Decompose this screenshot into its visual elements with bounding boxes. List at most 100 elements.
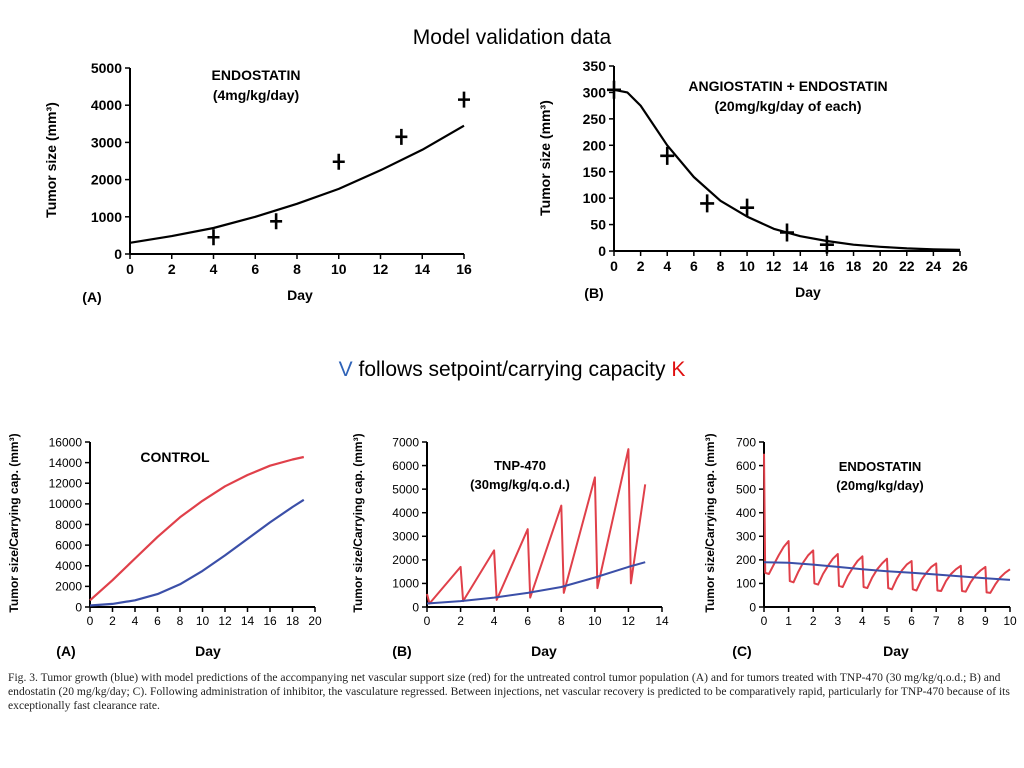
chart-annotation: (30mg/kg/q.o.d.) <box>470 477 570 492</box>
x-tick-label: 10 <box>331 261 347 277</box>
x-tick-label: 14 <box>241 614 255 628</box>
data-point-marker <box>607 80 621 99</box>
x-tick-label: 8 <box>177 614 184 628</box>
data-point-marker <box>395 128 408 145</box>
x-tick-label: 2 <box>810 614 817 628</box>
x-tick-label: 16 <box>263 614 277 628</box>
x-tick-label: 14 <box>793 258 809 274</box>
series-line-1 <box>89 455 305 602</box>
x-tick-label: 12 <box>373 261 389 277</box>
x-tick-label: 6 <box>908 614 915 628</box>
series-line-1 <box>613 88 961 251</box>
y-tick-label: 0 <box>114 246 122 262</box>
x-tick-label: 4 <box>663 258 671 274</box>
x-tick-label: 18 <box>846 258 862 274</box>
chart-annotation: TNP-470 <box>494 458 546 473</box>
y-tick-label: 0 <box>412 600 419 614</box>
x-tick-label: 24 <box>926 258 942 274</box>
y-tick-label: 200 <box>583 137 607 153</box>
v-letter: V <box>338 358 353 381</box>
y-tick-label: 5000 <box>91 60 122 76</box>
x-tick-label: 1 <box>785 614 792 628</box>
x-tick-label: 0 <box>610 258 618 274</box>
x-tick-label: 2 <box>457 614 464 628</box>
y-tick-label: 250 <box>583 111 607 127</box>
x-tick-label: 8 <box>558 614 565 628</box>
data-point-marker <box>740 198 755 217</box>
data-point-marker <box>458 91 470 108</box>
chart-annotation: ANGIOSTATIN + ENDOSTATIN <box>688 78 887 94</box>
y-tick-label: 200 <box>736 553 756 567</box>
x-tick-label: 8 <box>957 614 964 628</box>
x-tick-label: 6 <box>154 614 161 628</box>
y-tick-label: 0 <box>598 243 606 259</box>
x-tick-label: 0 <box>87 614 94 628</box>
series-line-1 <box>763 453 1011 594</box>
figure-caption: Fig. 3. Tumor growth (blue) with model p… <box>8 671 1010 712</box>
x-tick-label: 2 <box>168 261 176 277</box>
y-tick-label: 0 <box>749 600 756 614</box>
panel-label: (A) <box>56 643 75 659</box>
y-tick-label: 300 <box>736 530 756 544</box>
y-tick-label: 10000 <box>49 497 83 511</box>
y-tick-label: 4000 <box>392 506 419 520</box>
x-tick-label: 20 <box>872 258 888 274</box>
k-letter: K <box>671 358 686 381</box>
slide-subtitle: V follows setpoint/carrying capacity K <box>0 358 1024 382</box>
x-axis-label: Day <box>883 643 909 659</box>
x-tick-label: 4 <box>210 261 218 277</box>
y-tick-label: 14000 <box>49 456 83 470</box>
y-axis-label: Tumor size (mm³) <box>43 102 59 218</box>
y-tick-label: 6000 <box>55 538 82 552</box>
data-point-marker <box>700 194 715 213</box>
y-tick-label: 0 <box>75 600 82 614</box>
y-tick-label: 1000 <box>392 577 419 591</box>
x-tick-label: 4 <box>859 614 866 628</box>
y-tick-label: 400 <box>736 506 756 520</box>
x-axis-label: Day <box>531 643 557 659</box>
x-tick-label: 16 <box>456 261 472 277</box>
panel-label: (C) <box>732 643 751 659</box>
panel-label: (B) <box>584 285 603 301</box>
x-tick-label: 8 <box>293 261 301 277</box>
data-point-marker <box>660 146 675 165</box>
y-tick-label: 12000 <box>49 477 83 491</box>
series-line-2 <box>763 561 1011 581</box>
x-tick-label: 26 <box>952 258 968 274</box>
chart-annotation: (4mg/kg/day) <box>213 87 299 103</box>
y-tick-label: 100 <box>736 577 756 591</box>
y-tick-label: 4000 <box>91 97 122 113</box>
x-tick-label: 6 <box>524 614 531 628</box>
x-tick-label: 2 <box>109 614 116 628</box>
x-tick-label: 9 <box>982 614 989 628</box>
y-axis-label: Tumor size/Carrying cap. (mm³) <box>7 433 21 612</box>
y-tick-label: 16000 <box>49 435 83 449</box>
x-tick-label: 4 <box>491 614 498 628</box>
x-tick-label: 12 <box>766 258 782 274</box>
x-axis-label: Day <box>195 643 221 659</box>
chart-annotation: (20mg/kg/day) <box>836 478 923 493</box>
x-tick-label: 10 <box>588 614 602 628</box>
y-tick-label: 2000 <box>392 553 419 567</box>
panel-label: (B) <box>392 643 411 659</box>
chart-annotation: ENDOSTATIN <box>212 67 301 83</box>
x-tick-label: 18 <box>286 614 300 628</box>
x-axis-label: Day <box>287 287 313 303</box>
y-tick-label: 350 <box>583 58 607 74</box>
series-line-2 <box>426 561 646 605</box>
y-tick-label: 100 <box>583 190 607 206</box>
x-tick-label: 0 <box>424 614 431 628</box>
x-tick-label: 8 <box>717 258 725 274</box>
x-tick-label: 14 <box>655 614 669 628</box>
y-axis-label: Tumor size/Carrying cap. (mm³) <box>703 433 717 612</box>
y-tick-label: 600 <box>736 459 756 473</box>
x-tick-label: 20 <box>308 614 322 628</box>
x-tick-label: 22 <box>899 258 915 274</box>
y-tick-label: 2000 <box>91 172 122 188</box>
x-tick-label: 10 <box>739 258 755 274</box>
data-point-marker <box>207 229 220 246</box>
